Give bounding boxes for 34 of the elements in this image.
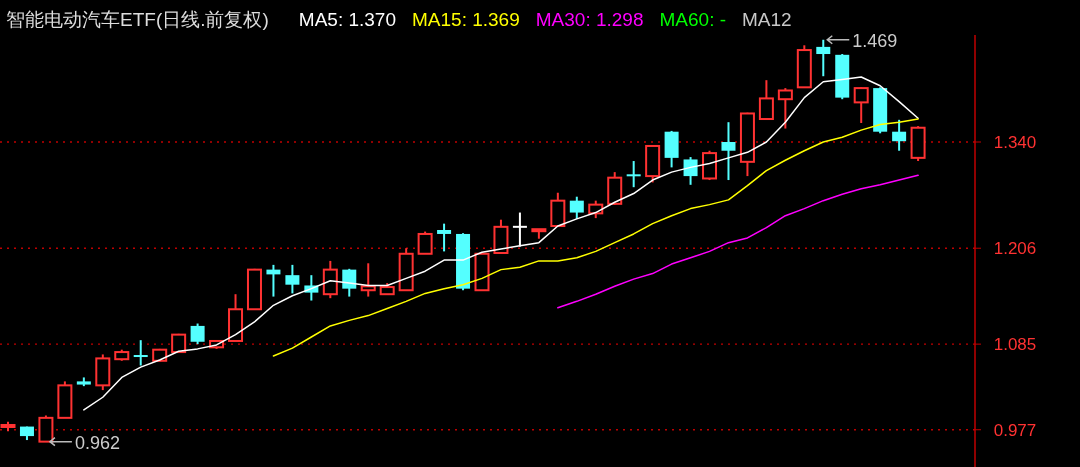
candlestick — [816, 38, 831, 78]
y-tick-label: 1.206 — [993, 239, 1037, 259]
chart-title: 智能电动汽车ETF(日线.前复权) — [6, 9, 269, 30]
line-series — [83, 76, 919, 411]
text: MA5: 1.370 — [298, 9, 396, 30]
line-series — [557, 174, 919, 309]
candlestick — [853, 86, 869, 124]
y-tick-label: 0.977 — [993, 420, 1037, 440]
text: MA30: 1.298 — [535, 9, 644, 30]
y-tick-label: 1.085 — [993, 335, 1037, 355]
candlestick — [569, 195, 584, 220]
candlestick — [133, 339, 148, 367]
candlestick — [38, 414, 54, 443]
candlestick — [626, 160, 641, 189]
candlestick — [437, 222, 452, 253]
line-series — [272, 118, 919, 357]
candlestick — [777, 87, 793, 130]
candlestick — [342, 267, 357, 298]
text: MA15: 1.369 — [412, 9, 520, 30]
annotation: 1.469 — [852, 30, 898, 51]
candlestick — [721, 121, 736, 182]
arrow-note: 0.962 — [48, 432, 120, 453]
annotation: 0.962 — [74, 432, 120, 453]
y-tick-label: 1.340 — [993, 133, 1037, 153]
candlestick — [512, 211, 527, 248]
candlestick — [892, 118, 907, 152]
arrow-note: 1.469 — [826, 30, 898, 51]
candlestick — [190, 322, 205, 346]
candlestick — [683, 156, 698, 186]
candlestick — [285, 263, 300, 295]
legend-label: MA12 — [742, 9, 792, 30]
candlestick — [758, 79, 774, 121]
legend-label: MA60: - — [659, 9, 727, 30]
candlestick — [417, 230, 433, 255]
